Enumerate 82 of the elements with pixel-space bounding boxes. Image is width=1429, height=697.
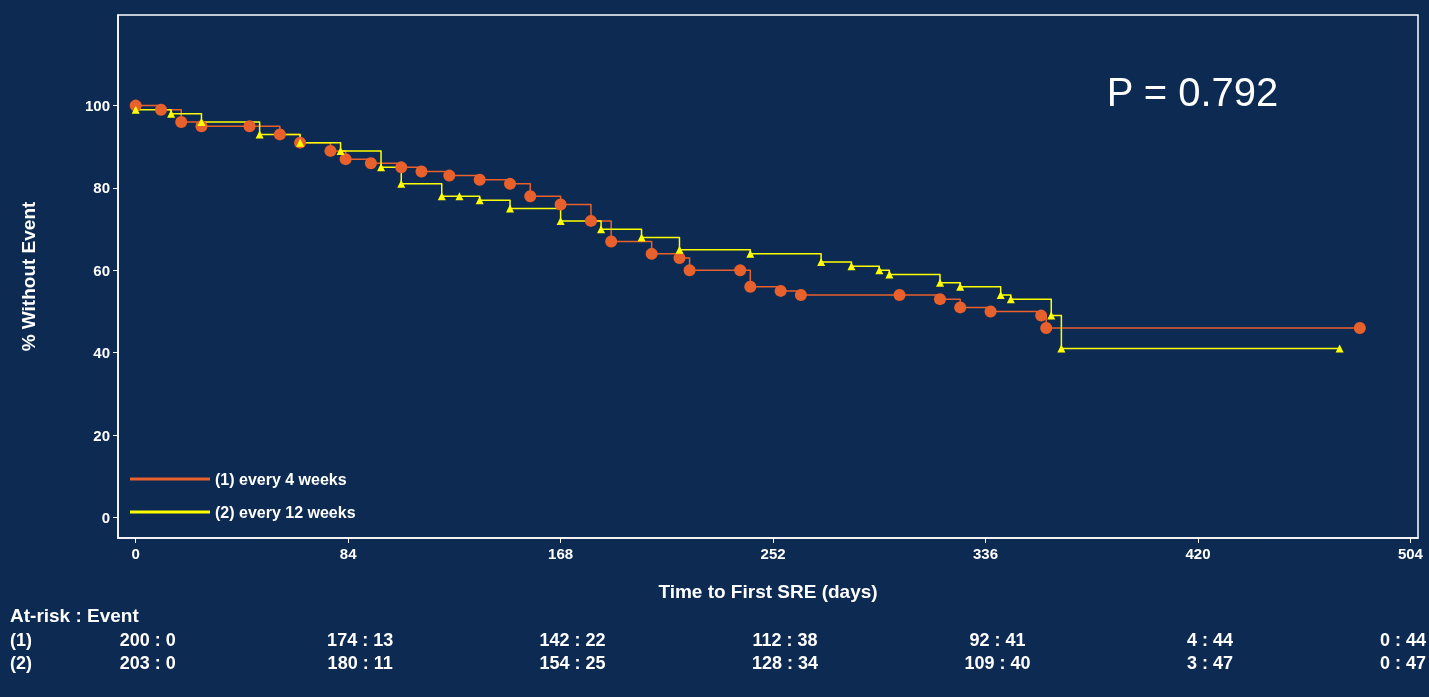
- point: [324, 144, 337, 157]
- point: [397, 179, 406, 188]
- x-tick-label: 252: [760, 545, 786, 562]
- text: 112 : 38: [752, 630, 818, 650]
- x-tick-label: 504: [1397, 545, 1424, 562]
- point: [893, 289, 906, 302]
- legend-label: (1) every 4 weeks: [215, 470, 347, 488]
- x-tick-label: 168: [548, 545, 574, 562]
- point: [734, 264, 747, 277]
- y-tick-label: 80: [93, 179, 110, 197]
- text: 154 : 25: [539, 653, 606, 673]
- text: 0 : 47: [1379, 653, 1426, 673]
- point: [637, 233, 646, 242]
- point: [584, 214, 597, 227]
- point: [364, 157, 377, 170]
- y-tick-label: 0: [101, 508, 110, 526]
- point: [744, 280, 757, 293]
- text: 200 : 0: [119, 630, 176, 650]
- point: [1353, 321, 1366, 334]
- point: [847, 262, 856, 271]
- point: [683, 264, 696, 277]
- text: 128 : 34: [752, 653, 819, 673]
- point: [984, 305, 997, 318]
- text: 180 : 11: [327, 653, 393, 673]
- point: [554, 198, 567, 211]
- annotation: P = 0.792: [1106, 70, 1279, 114]
- text: 3 : 47: [1186, 653, 1233, 673]
- point: [794, 289, 807, 302]
- y-tick-label: 100: [84, 97, 110, 115]
- text: 92 : 41: [969, 630, 1026, 650]
- point: [1035, 309, 1048, 322]
- y-tick-label: 40: [93, 344, 110, 362]
- legend-label: (2) every 12 weeks: [215, 503, 356, 521]
- point: [524, 190, 537, 203]
- text: 4 : 44: [1186, 630, 1233, 650]
- point: [1057, 344, 1066, 353]
- point: [443, 169, 456, 182]
- point: [455, 192, 464, 201]
- point: [956, 282, 965, 291]
- y-axis-title: % Without Event: [18, 200, 39, 352]
- point: [935, 278, 944, 287]
- point: [243, 120, 256, 133]
- point: [506, 204, 515, 213]
- text: (1): [10, 630, 32, 650]
- text: 203 : 0: [119, 653, 176, 673]
- text: 0 : 44: [1379, 630, 1426, 650]
- text: At-risk : Event: [10, 605, 140, 626]
- point: [774, 284, 787, 297]
- point: [934, 293, 946, 306]
- point: [377, 163, 386, 172]
- point: [197, 118, 206, 127]
- point: [175, 116, 188, 129]
- point: [954, 301, 967, 314]
- point: [415, 165, 428, 178]
- point: [1047, 311, 1056, 320]
- point: [996, 291, 1005, 300]
- point: [1040, 321, 1053, 334]
- x-axis-title: Time to First SRE (days): [658, 581, 878, 602]
- point: [746, 249, 755, 258]
- point: [817, 258, 826, 267]
- x-tick-label: 0: [131, 545, 140, 562]
- point: [273, 128, 286, 141]
- point: [504, 177, 517, 190]
- text: (2): [10, 653, 32, 673]
- point: [155, 103, 167, 116]
- point: [131, 105, 140, 114]
- text: 142 : 22: [539, 630, 606, 650]
- point: [605, 235, 618, 248]
- y-tick-label: 20: [93, 426, 110, 444]
- point: [1335, 344, 1344, 353]
- text: 174 : 13: [327, 630, 394, 650]
- x-tick-label: 336: [972, 545, 999, 562]
- x-tick-label: 84: [339, 545, 358, 562]
- point: [645, 247, 658, 260]
- point: [597, 225, 606, 234]
- point: [339, 153, 352, 166]
- x-tick-label: 420: [1185, 545, 1211, 562]
- point: [167, 109, 176, 118]
- text: 109 : 40: [964, 653, 1031, 673]
- point: [395, 161, 408, 174]
- y-tick-label: 60: [93, 261, 110, 279]
- point: [473, 173, 486, 186]
